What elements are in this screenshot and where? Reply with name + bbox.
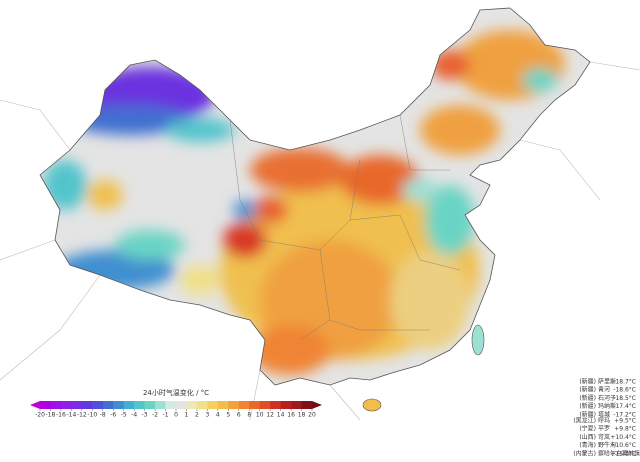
colorbar-tick-label: -14	[66, 412, 76, 419]
colorbar: -20 -18 -16 -14 -12 -10 -8 -6 -5 -4 -3 -2 -1 0 1 2 3 4 5 6 8…	[30, 401, 322, 419]
colorbar-tick-label: 5	[226, 412, 230, 419]
colorbar-tick-label: 3	[205, 412, 209, 419]
colorbar-tick-label: -18	[46, 412, 56, 419]
colorbar-bin	[238, 401, 250, 409]
station-region: (新疆)	[579, 378, 596, 386]
colorbar-bin	[270, 401, 281, 409]
station-name: 萨里斯	[598, 378, 616, 386]
station-region: (新疆)	[579, 394, 596, 402]
colorbar-bin	[249, 401, 260, 409]
colorbar-tick-label: -12	[77, 412, 87, 419]
station-region: (山西)	[579, 433, 596, 441]
colorbar-tick-label: -16	[56, 412, 66, 419]
colorbar-bin	[50, 401, 62, 409]
colorbar-tick-label: -5	[121, 412, 127, 419]
colorbar-tick-label: -10	[87, 412, 97, 419]
colorbar-tick-label: 16	[287, 412, 295, 419]
station-value: -18.5°C	[613, 395, 636, 402]
colorbar-tick-label: 20	[308, 412, 316, 419]
colorbar-tick-label: -20	[35, 412, 45, 419]
colorbar-bin	[113, 401, 124, 409]
station-name: 玛纳斯	[598, 402, 616, 410]
colorbar-bin	[60, 401, 72, 409]
station-list: (新疆) 萨里斯-18.7°C(新疆) 青河 -18.6°C(新疆) 石河子-18.5°…	[573, 378, 640, 458]
colorbar-bin	[280, 401, 292, 409]
station-name: 塔城	[598, 410, 610, 418]
station-value: +15.3°C	[610, 450, 636, 457]
colorbar-bin	[176, 401, 187, 409]
colorbar-bin	[207, 401, 219, 409]
colorbar-bin	[186, 401, 198, 409]
colorbar-tick-label: 0	[174, 412, 178, 419]
colorbar-tick-label: -3	[142, 412, 148, 419]
colorbar-bin	[40, 401, 51, 409]
station-region: (宁夏)	[579, 425, 596, 433]
colorbar-tick-label: 10	[256, 412, 264, 419]
colorbar-bin	[155, 401, 166, 409]
station-name: 青河	[598, 386, 610, 394]
colorbar-bin	[134, 401, 145, 409]
station-region: (黑龙江)	[573, 417, 596, 425]
colorbar-bin	[165, 401, 177, 409]
colorbar-tick-label: -4	[131, 412, 137, 419]
colorbar-bin	[259, 401, 271, 409]
station-value: -18.7°C	[613, 379, 636, 386]
colorbar-tick-label: 12	[266, 412, 274, 419]
station-name: 石河子	[598, 394, 616, 402]
station-name: 平罗	[598, 426, 610, 433]
colorbar-bin	[228, 401, 240, 409]
colorbar-high-arrow	[312, 401, 322, 409]
colorbar-bin	[301, 401, 313, 409]
colorbar-bin	[123, 401, 135, 409]
colorbar-tick-label: 8	[247, 412, 251, 419]
colorbar-low-arrow	[30, 401, 40, 409]
station-name: 野牛沟	[598, 441, 616, 449]
hainan	[362, 398, 382, 412]
colorbar-tick-label: -6	[110, 412, 116, 419]
station-value: +9.8°C	[614, 426, 636, 433]
colorbar-tick-label: 1	[185, 412, 189, 419]
station-name: 岢岚	[598, 434, 610, 441]
taiwan	[471, 324, 485, 356]
colorbar-bin	[144, 401, 156, 409]
colorbar-tick-label: 6	[237, 412, 241, 419]
station-value: -17.4°C	[613, 403, 636, 410]
colorbar-bin	[217, 401, 229, 409]
station-value: +9.5°C	[614, 418, 636, 425]
station-region: (新疆)	[579, 386, 596, 394]
colorbar-bin	[92, 401, 104, 409]
colorbar-tick-label: -8	[100, 412, 106, 419]
station-value: +10.6°C	[610, 442, 636, 449]
colorbar-tick-label: 18	[298, 412, 306, 419]
colorbar-bin	[102, 401, 114, 409]
province-borders	[229, 114, 461, 341]
station-value: -17.2°C	[613, 411, 636, 418]
colorbar-bin	[81, 401, 93, 409]
legend-title: 24小时气温变化 / °C	[143, 388, 209, 397]
station-value: -18.6°C	[613, 387, 636, 394]
colorbar-tick-label: -2	[152, 412, 158, 419]
station-region: (新疆)	[579, 410, 596, 418]
country-border	[39, 7, 591, 386]
colorbar-tick-label: 14	[277, 412, 285, 419]
station-region: (新疆)	[579, 402, 596, 410]
station-region: (青海)	[579, 441, 596, 449]
colorbar-tick-label: 4	[216, 412, 220, 419]
colorbar-bin	[196, 401, 208, 409]
colorbar-bin	[71, 401, 83, 409]
station-name: 呼玛	[598, 417, 610, 425]
station-value: +10.4°C	[610, 434, 636, 441]
neighbor-borders	[0, 61, 640, 421]
colorbar-bin	[291, 401, 302, 409]
station-region: (内蒙古)	[573, 449, 596, 457]
colorbar-tick-label: -1	[163, 412, 169, 419]
station-name: 察哈尔右翼前旗	[598, 449, 640, 457]
colorbar-tick-label: 2	[195, 412, 199, 419]
